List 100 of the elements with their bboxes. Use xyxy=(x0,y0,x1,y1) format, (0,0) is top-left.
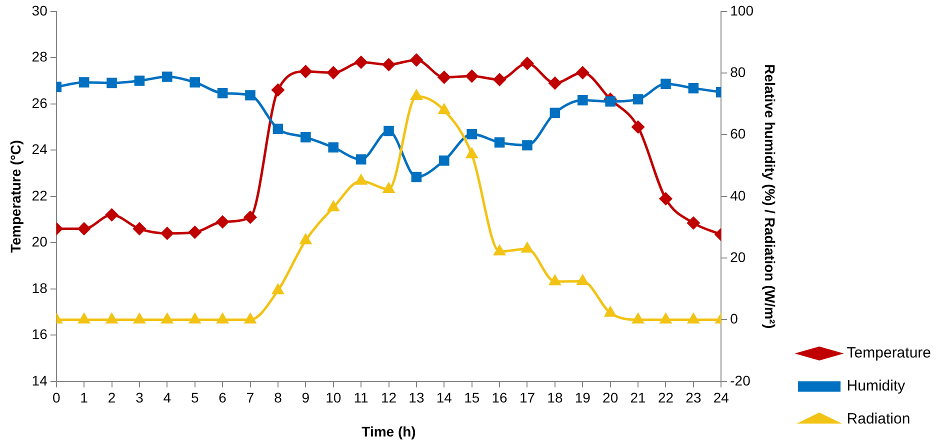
point xyxy=(522,140,532,150)
x-tick-label: 16 xyxy=(492,390,508,406)
point xyxy=(632,313,644,324)
point xyxy=(78,222,90,236)
y2-tick-label: 80 xyxy=(730,64,746,80)
y-tick-label: 16 xyxy=(32,326,48,342)
legend-label: Temperature xyxy=(846,344,932,362)
point xyxy=(300,132,311,142)
point xyxy=(106,313,118,324)
x-tick-label: 9 xyxy=(302,390,310,406)
y2-tick-label: 100 xyxy=(730,2,754,18)
x-tick-label: 15 xyxy=(464,390,480,406)
point xyxy=(272,84,284,96)
point xyxy=(78,313,90,324)
x-tick-label: 22 xyxy=(658,390,674,406)
point xyxy=(133,222,146,236)
point xyxy=(162,313,173,324)
x-tick-label: 17 xyxy=(519,390,536,406)
point xyxy=(660,78,671,89)
x-tick-label: 19 xyxy=(574,390,591,406)
point xyxy=(383,183,394,194)
point xyxy=(466,128,477,140)
point xyxy=(106,208,118,222)
point xyxy=(355,174,367,185)
point xyxy=(327,66,340,79)
x-tick-label: 0 xyxy=(52,390,60,406)
x-tick-label: 14 xyxy=(436,390,452,406)
point xyxy=(659,192,672,205)
point xyxy=(494,137,505,148)
point xyxy=(411,172,422,182)
y-tick-label: 30 xyxy=(32,2,48,18)
point xyxy=(328,201,339,212)
y2-tick-label: -20 xyxy=(730,372,751,388)
point xyxy=(493,73,506,86)
point xyxy=(576,66,589,79)
point xyxy=(632,120,644,134)
point xyxy=(632,94,644,104)
point xyxy=(439,155,450,166)
y2-tick-label: 60 xyxy=(730,126,746,142)
point xyxy=(189,313,200,324)
x-tick-label: 24 xyxy=(713,390,730,406)
y-tick-label: 28 xyxy=(32,48,48,65)
point xyxy=(328,142,338,153)
point xyxy=(244,313,256,324)
point xyxy=(299,65,312,78)
legend-label: Humidity xyxy=(846,378,906,395)
point xyxy=(494,245,506,256)
x-tick-label: 20 xyxy=(602,390,618,406)
point xyxy=(272,124,284,134)
point xyxy=(605,96,616,107)
point xyxy=(188,226,202,238)
point xyxy=(688,313,700,324)
y-tick-label: 18 xyxy=(32,280,48,296)
point xyxy=(216,313,228,324)
x-tick-label: 11 xyxy=(354,390,369,406)
point xyxy=(354,56,368,69)
y-tick-label: 24 xyxy=(32,141,48,158)
point xyxy=(466,70,478,82)
legend-label: Radiation xyxy=(846,410,910,428)
x-tick-label: 18 xyxy=(547,390,563,406)
point xyxy=(134,76,145,86)
point xyxy=(245,90,256,100)
point xyxy=(356,154,366,165)
point xyxy=(438,104,450,114)
point xyxy=(78,77,90,88)
point xyxy=(466,148,478,158)
x-tick-label: 23 xyxy=(686,390,702,406)
x-tick-label: 12 xyxy=(380,390,397,406)
point xyxy=(660,313,672,324)
x-tick-label: 2 xyxy=(108,390,116,406)
x-tick-label: 1 xyxy=(80,390,88,406)
x-tick-label: 21 xyxy=(630,390,646,406)
y-tick-label: 26 xyxy=(32,94,48,111)
y2-tick-label: 40 xyxy=(730,187,746,204)
point xyxy=(244,210,257,224)
point xyxy=(549,275,561,286)
x-tick-label: 8 xyxy=(274,390,282,406)
x-tick-label: 13 xyxy=(408,390,424,406)
point xyxy=(438,71,450,84)
x-tick-label: 4 xyxy=(163,390,172,406)
point xyxy=(106,78,117,88)
x-tick-label: 3 xyxy=(136,390,144,406)
point xyxy=(384,126,394,136)
y2-axis-title: Relative humidity (%) / Radiation (W/m²) xyxy=(762,64,778,329)
point xyxy=(272,284,284,294)
point xyxy=(300,234,312,244)
x-axis-title: Time (h) xyxy=(362,423,416,440)
point xyxy=(410,54,423,66)
point xyxy=(190,77,200,88)
y-tick-label: 22 xyxy=(32,187,48,204)
x-tick-label: 5 xyxy=(190,390,199,406)
y-axis-title: Temperature (°C) xyxy=(7,140,24,253)
point xyxy=(687,216,700,230)
point xyxy=(548,76,562,90)
point xyxy=(688,83,699,94)
y2-tick-label: 20 xyxy=(730,248,746,265)
point xyxy=(382,58,396,71)
point xyxy=(604,306,616,317)
point xyxy=(550,108,560,118)
point xyxy=(578,95,588,106)
